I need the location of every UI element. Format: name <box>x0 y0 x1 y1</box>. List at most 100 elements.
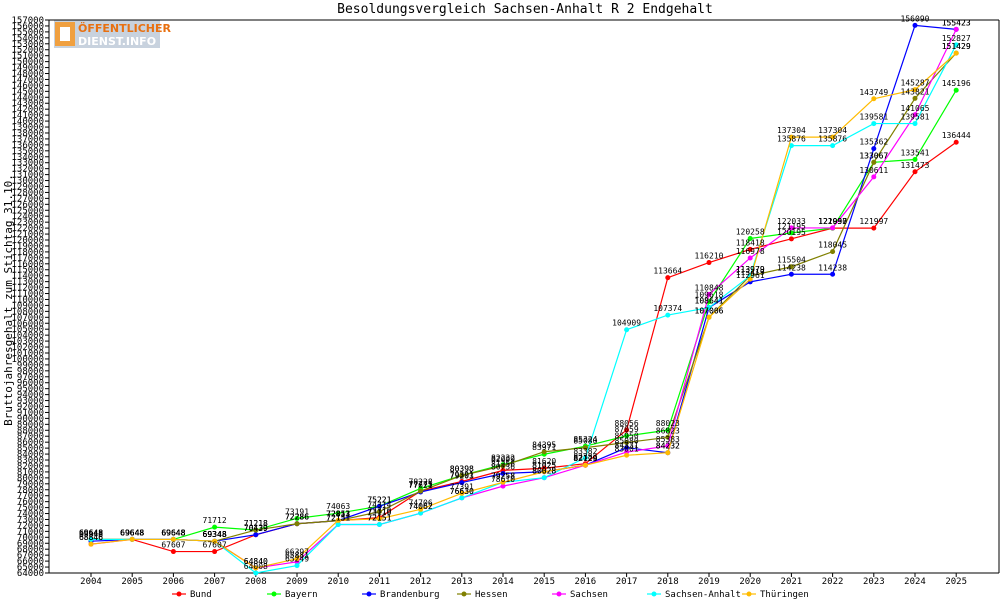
data-point <box>294 521 300 527</box>
x-tick-label: 2010 <box>327 577 349 587</box>
y-tick-label: 109000 <box>11 301 44 311</box>
data-label: 113419 <box>736 268 765 277</box>
y-tick-label: 125000 <box>11 206 44 216</box>
data-label: 72851 <box>326 509 350 518</box>
data-label: 69348 <box>203 530 227 539</box>
data-point <box>706 305 712 311</box>
data-label: 69348 <box>79 530 103 539</box>
data-point <box>418 506 424 512</box>
y-tick-label: 89000 <box>17 420 44 430</box>
y-tick-label: 98000 <box>17 367 44 377</box>
data-label: 113979 <box>736 265 765 274</box>
y-tick-label: 126000 <box>11 200 44 210</box>
legend-marker <box>651 591 657 597</box>
x-tick-label: 2004 <box>80 577 102 587</box>
y-tick-label: 115000 <box>11 266 44 276</box>
legend-label: Sachsen-Anhalt <box>665 590 741 600</box>
y-tick-label: 116000 <box>11 260 44 270</box>
y-tick-label: 156000 <box>11 22 44 32</box>
data-label: 69648 <box>161 528 185 537</box>
data-label: 135876 <box>777 135 806 144</box>
y-tick-label: 122000 <box>11 224 44 234</box>
y-tick-label: 70000 <box>17 533 44 543</box>
data-point <box>294 556 300 562</box>
y-tick-label: 113000 <box>11 278 44 288</box>
data-label: 85950 <box>615 431 639 440</box>
data-label: 121997 <box>859 217 888 226</box>
y-tick-label: 134000 <box>11 153 44 163</box>
data-label: 69648 <box>120 528 144 537</box>
data-label: 79203 <box>450 472 474 481</box>
x-tick-label: 2009 <box>286 577 308 587</box>
data-label: 79391 <box>450 470 474 479</box>
data-label: 121990 <box>818 217 847 226</box>
y-tick-label: 85000 <box>17 444 44 454</box>
data-label: 85324 <box>573 435 597 444</box>
chart-title: Besoldungsvergleich Sachsen-Anhalt R 2 E… <box>337 2 713 17</box>
data-point <box>747 235 753 241</box>
data-point <box>335 510 341 516</box>
y-tick-label: 102000 <box>11 343 44 353</box>
data-label: 75221 <box>367 495 391 504</box>
y-tick-label: 151000 <box>11 52 44 62</box>
data-point <box>459 490 465 496</box>
data-label: 69648 <box>79 528 103 537</box>
legend-item-hessen: Hessen <box>457 590 508 600</box>
data-label: 72813 <box>326 510 350 519</box>
data-label: 115504 <box>777 256 806 265</box>
data-label: 78228 <box>409 477 433 486</box>
data-label: 69648 <box>161 528 185 537</box>
data-point <box>665 312 671 318</box>
data-label: 77775 <box>409 480 433 489</box>
data-label: 133541 <box>901 148 930 157</box>
data-label: 69648 <box>120 528 144 537</box>
legend-item-bund: Bund <box>172 590 212 600</box>
data-label: 152827 <box>942 34 971 43</box>
data-label: 73110 <box>367 508 391 517</box>
data-label: 81620 <box>532 457 556 466</box>
legend-item-brandenburg: Brandenburg <box>362 590 440 600</box>
data-point <box>624 445 630 451</box>
data-point <box>788 134 794 140</box>
data-point <box>212 524 218 530</box>
data-label: 108641 <box>695 297 724 306</box>
y-tick-label: 150000 <box>11 58 44 68</box>
series-line-brandenburg <box>90 24 957 542</box>
legend-item-sachsen-anhalt: Sachsen-Anhalt <box>647 590 741 600</box>
y-tick-label: 107000 <box>11 313 44 323</box>
data-point <box>582 445 588 451</box>
legend-label: Hessen <box>475 590 508 600</box>
data-label: 74062 <box>409 502 433 511</box>
data-label: 64840 <box>244 557 268 566</box>
data-point <box>418 510 424 516</box>
data-label: 116978 <box>736 247 765 256</box>
legend-label: Bayern <box>285 590 318 600</box>
data-label: 80398 <box>450 464 474 473</box>
y-tick-label: 82000 <box>17 462 44 472</box>
y-tick-label: 129000 <box>11 182 44 192</box>
data-point <box>912 95 918 101</box>
y-tick-label: 77000 <box>17 492 44 502</box>
data-point <box>541 465 547 471</box>
x-tick-label: 2016 <box>575 577 597 587</box>
data-label: 107006 <box>695 306 724 315</box>
data-label: 109618 <box>695 291 724 300</box>
data-label: 122033 <box>777 217 806 226</box>
y-tick-label: 136000 <box>11 141 44 151</box>
y-tick-label: 83000 <box>17 456 44 466</box>
data-label: 72813 <box>326 510 350 519</box>
data-label: 80398 <box>450 464 474 473</box>
data-label: 69648 <box>120 528 144 537</box>
series-line-sachsen-anhalt <box>91 44 957 574</box>
y-tick-label: 92000 <box>17 403 44 413</box>
data-label: 81025 <box>532 461 556 470</box>
data-point <box>706 314 712 320</box>
y-tick-label: 111000 <box>11 290 44 300</box>
y-tick-label: 112000 <box>11 284 44 294</box>
legend-marker <box>746 591 752 597</box>
y-tick-label: 65000 <box>17 563 44 573</box>
data-label: 84395 <box>532 441 556 450</box>
data-label: 82129 <box>573 454 597 463</box>
data-label: 114238 <box>777 263 806 272</box>
data-label: 114238 <box>818 263 847 272</box>
